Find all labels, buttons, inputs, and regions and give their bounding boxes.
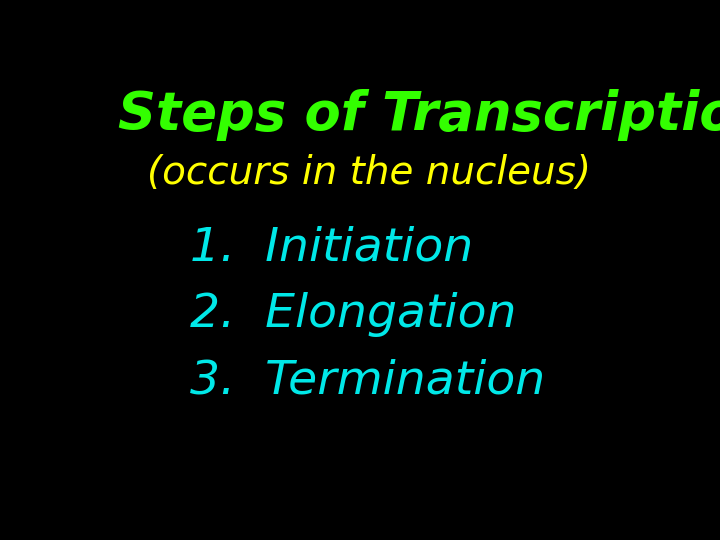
Text: 3.  Termination: 3. Termination [190,359,546,403]
Text: 1.  Initiation: 1. Initiation [190,225,474,270]
Text: (occurs in the nucleus): (occurs in the nucleus) [147,154,591,192]
Text: Steps of Transcription: Steps of Transcription [118,89,720,141]
Text: 2.  Elongation: 2. Elongation [190,292,517,337]
